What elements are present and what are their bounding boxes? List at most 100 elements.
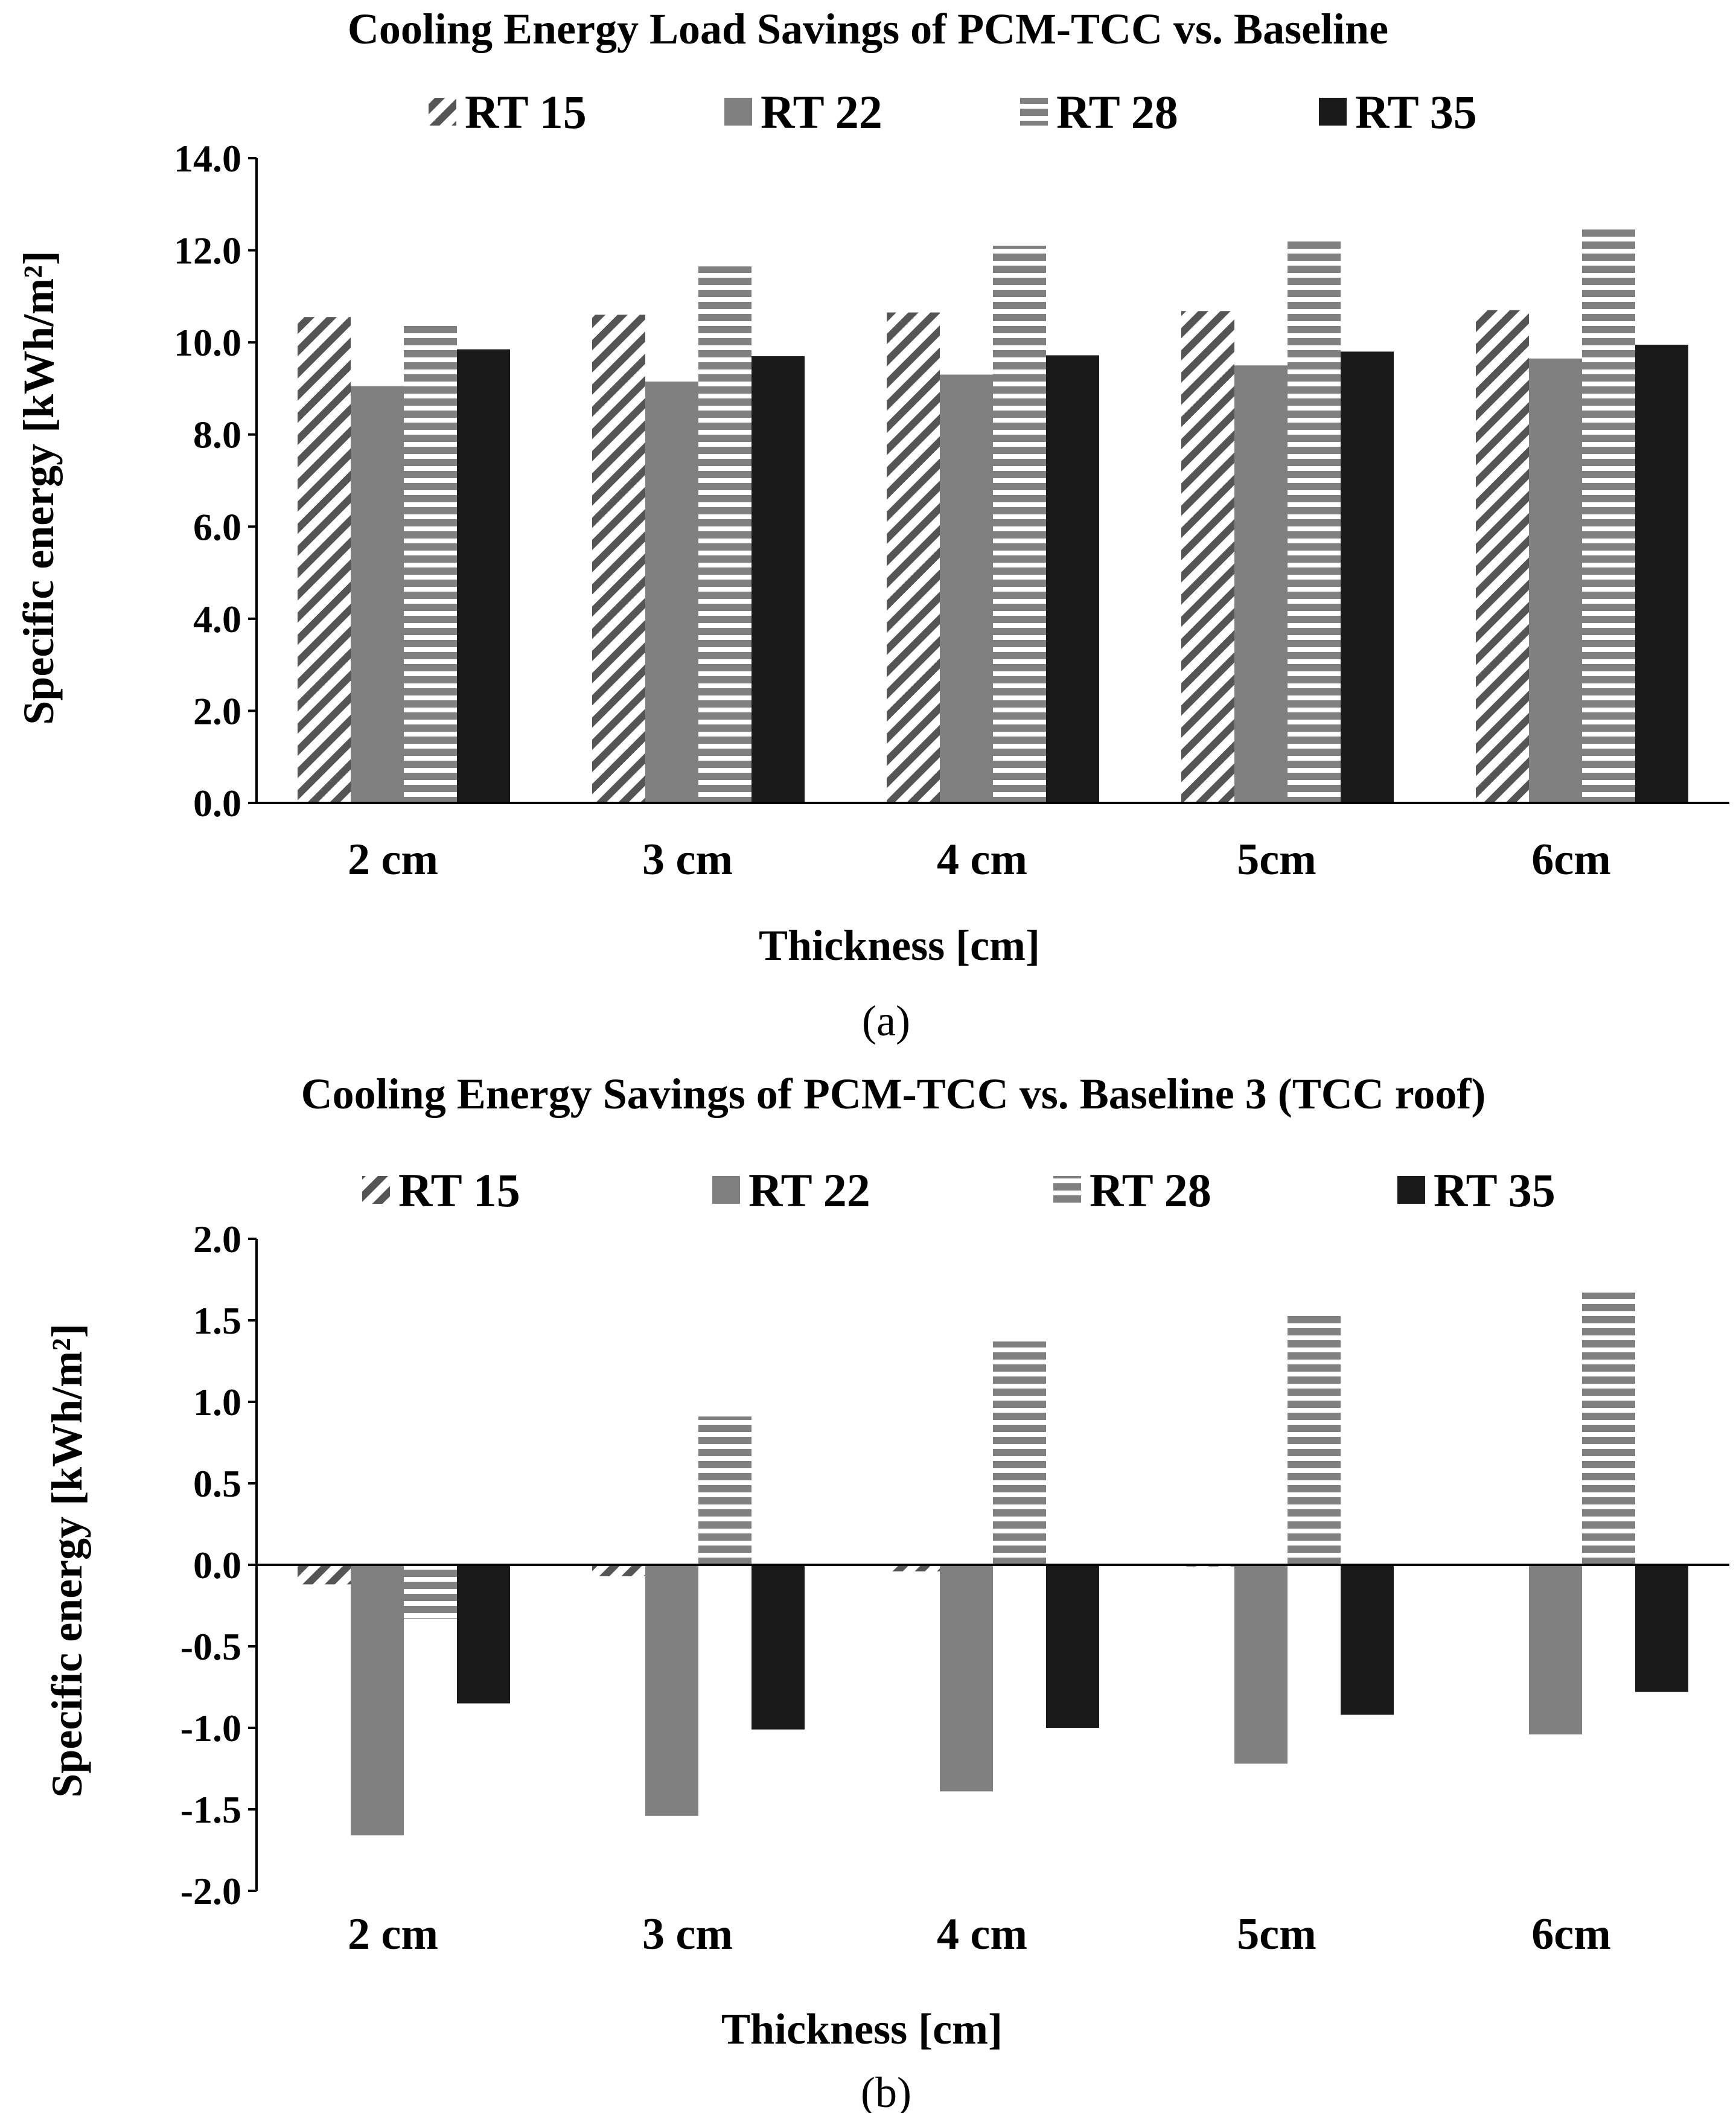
y-axis-label: Specific energy [kWh/m²] [14,251,63,724]
panel-label: (b) [861,2068,911,2113]
bar-rt35-2 [752,356,805,803]
x-tick-label: 3 cm [642,1910,733,1959]
bar-rt28-3 [993,1341,1046,1565]
legend-swatch [1020,98,1048,126]
legend-label: RT 35 [1434,1164,1556,1216]
bar-rt15-4 [1181,311,1234,803]
legend-label: RT 15 [398,1164,520,1216]
bar-rt35-5 [1635,1565,1688,1692]
bar-rt22-2 [645,1565,698,1816]
x-tick-label: 6cm [1531,835,1611,884]
bar-rt22-1 [351,1565,404,1836]
chart-title: Cooling Energy Savings of PCM-TCC vs. Ba… [301,1070,1486,1118]
x-tick-label: 2 cm [348,1910,438,1959]
x-tick-label: 2 cm [348,835,438,884]
bar-rt28-5 [1582,1293,1635,1565]
chart-panel-a: Cooling Energy Load Savings of PCM-TCC v… [14,5,1729,1045]
bar-rt35-1 [457,1565,510,1704]
bar-rt15-3 [887,312,940,803]
bar-rt15-5 [1476,310,1529,803]
bar-rt15-3 [887,1565,940,1571]
bar-rt28-1 [404,324,457,803]
x-tick-label: 6cm [1531,1910,1611,1959]
y-tick-label: -0.5 [180,1625,241,1668]
bar-rt35-4 [1341,351,1394,803]
legend: RT 15 RT 22 RT 28 RT 35 [362,1164,1556,1216]
legend-swatch [1319,98,1347,126]
y-tick-label: 6.0 [193,505,241,548]
bar-rt15-2 [592,315,645,803]
y-tick-label: 0.5 [193,1462,241,1505]
bar-rt15-2 [592,1565,645,1576]
bar-rt35-3 [1046,355,1099,803]
chart-title: Cooling Energy Load Savings of PCM-TCC v… [348,5,1388,53]
legend-swatch [724,98,752,126]
legend: RT 15 RT 22 RT 28 RT 35 [429,86,1477,138]
y-tick-label: -1.0 [180,1707,241,1750]
y-tick-label: 10.0 [174,321,241,364]
x-tick-label: 4 cm [937,835,1027,884]
bar-rt22-5 [1529,1565,1582,1734]
bar-rt15-1 [298,317,351,803]
x-axis: 2 cm 3 cm 4 cm 5cm 6cm [348,835,1611,884]
bar-rt22-1 [351,386,404,803]
legend-swatch [429,98,456,126]
bar-rt35-1 [457,349,510,803]
legend-swatch [362,1176,390,1204]
bars [257,229,1729,804]
y-tick-label: 2.0 [193,1218,241,1261]
y-axis: -2.0 -1.5 -1.0 -0.5 0.0 0.5 1.0 1.5 2.0 [180,1218,258,1913]
x-tick-label: 5cm [1237,1910,1316,1959]
bar-rt28-2 [698,266,752,803]
x-tick-label: 5cm [1237,835,1316,884]
y-axis: 0.0 2.0 4.0 6.0 8.0 10.0 12.0 14.0 [174,137,258,825]
legend-swatch [1053,1176,1081,1204]
y-tick-label: 0.0 [193,1544,241,1587]
x-axis: 2 cm 3 cm 4 cm 5cm 6cm [348,1910,1611,1959]
y-tick-label: 12.0 [174,229,241,272]
bar-rt22-4 [1234,1565,1288,1764]
y-tick-label: 4.0 [193,598,241,641]
bar-rt35-2 [752,1565,805,1730]
bar-rt22-3 [940,1565,993,1792]
bar-rt28-3 [993,245,1046,803]
bar-rt28-1 [404,1565,457,1619]
y-tick-label: 8.0 [193,414,241,456]
chart-panel-b: Cooling Energy Savings of PCM-TCC vs. Ba… [43,1070,1729,2113]
bars [257,1293,1729,1836]
y-tick-label: -1.5 [180,1788,241,1831]
y-tick-label: 2.0 [193,689,241,732]
bar-rt22-3 [940,374,993,803]
bar-rt15-1 [298,1565,351,1585]
y-tick-label: 1.0 [193,1381,241,1424]
legend-label: RT 15 [465,86,587,138]
legend-label: RT 28 [1056,86,1178,138]
x-axis-label: Thickness [cm] [721,2005,1003,2053]
legend-swatch [712,1176,740,1204]
y-tick-label: 14.0 [174,137,241,180]
bar-rt22-5 [1529,358,1582,803]
x-tick-label: 3 cm [642,835,733,884]
bar-rt22-2 [645,381,698,803]
x-tick-label: 4 cm [937,1910,1027,1959]
bar-rt35-5 [1635,344,1688,803]
panel-label: (a) [862,997,910,1045]
bar-rt28-2 [698,1416,752,1565]
bar-rt28-5 [1582,229,1635,803]
bar-rt22-4 [1234,365,1288,803]
y-tick-label: 1.5 [193,1299,241,1342]
y-tick-label: 0.0 [193,782,241,825]
bar-rt35-3 [1046,1565,1099,1728]
legend-label: RT 35 [1355,86,1477,138]
y-tick-label: -2.0 [180,1870,241,1913]
legend-label: RT 22 [748,1164,870,1216]
x-axis-label: Thickness [cm] [759,921,1040,970]
legend-label: RT 28 [1090,1164,1211,1216]
bar-rt28-4 [1288,1315,1341,1565]
bar-rt28-4 [1288,238,1341,803]
legend-swatch [1397,1176,1425,1204]
legend-label: RT 22 [761,86,882,138]
y-axis-label: Specific energy [kWh/m²] [43,1323,91,1797]
bar-rt35-4 [1341,1565,1394,1715]
